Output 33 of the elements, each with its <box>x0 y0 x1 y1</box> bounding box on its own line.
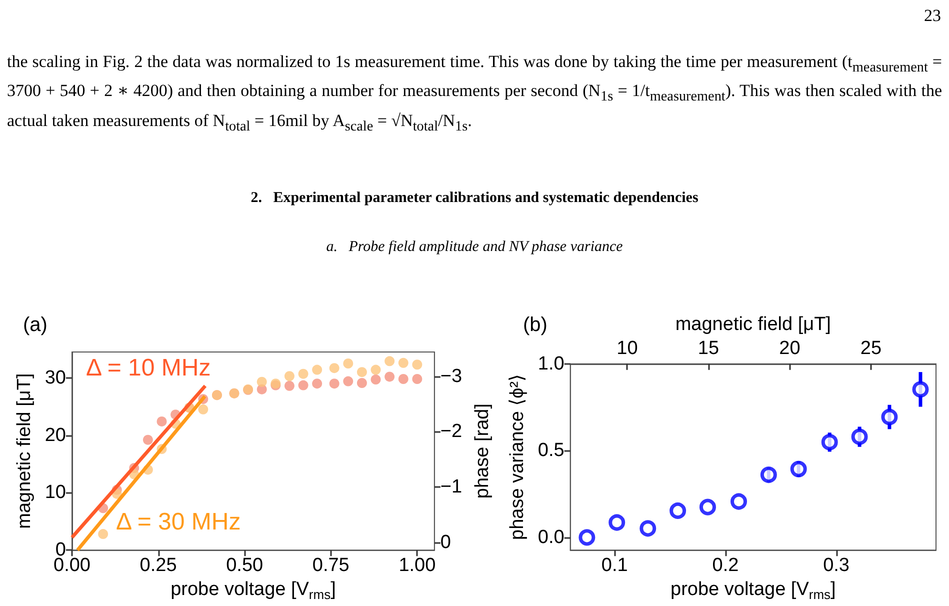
series-label: Δ = 30 MHz <box>116 508 241 536</box>
y2-tick-label: −3 <box>440 366 462 387</box>
x-tick-label: 0.25 <box>140 555 177 576</box>
text: a. Probe field amplitude and NV phase variance <box>325 239 624 256</box>
x2-tick-label: 25 <box>860 338 882 359</box>
text: the scaling in Fig. 2 the data was normalized to 1s measurement time. This was done by taking the time per measurement (t$_{measurement}$ = 3700 + 540 + 2 ∗ 4200) and then obtaining a number for measurements per second (N$_{1s}$ = 1/t$_{measurement}$). This was then scaled with the actual taken measurements of N$_{total}$ = 16mil by A$_{scale}$ = √N$_{total}$/N$_{1s}$. <box>7 52 942 134</box>
x-tick-label: 0.2 <box>712 555 739 576</box>
y2-tick-label: 0 <box>440 532 452 553</box>
x-tick-label: 0.3 <box>823 555 850 576</box>
chart-title: (b) <box>523 314 548 336</box>
chart-title: (a) <box>23 314 48 336</box>
x2-axis-title: magnetic field [μT] <box>675 314 831 335</box>
series-label: Δ = 10 MHz <box>86 354 211 382</box>
x2-tick-label: 20 <box>779 338 800 359</box>
y-tick-label: 0.0 <box>538 526 564 548</box>
y-tick-label: 30 <box>44 367 66 388</box>
x2-tick-label: 10 <box>616 338 638 359</box>
x-tick-label: 1.00 <box>398 555 436 576</box>
text: 2. Experimental parameter calibrations and systematic dependencies <box>250 190 700 207</box>
y-tick-label: 20 <box>44 424 66 446</box>
y-tick-label: 10 <box>44 482 66 504</box>
y-tick-label: 1.0 <box>538 353 564 374</box>
x-tick-label: 0.75 <box>312 555 350 576</box>
x2-tick-label: 15 <box>698 338 720 359</box>
text: 23 <box>924 6 941 26</box>
y-tick-label: 0.5 <box>538 440 564 462</box>
y2-tick-label: −2 <box>440 421 462 442</box>
x-tick-label: 0.50 <box>226 555 264 576</box>
y2-tick-label: −1 <box>440 476 462 498</box>
y-axis-title: phase variance ⟨ϕ²⟩ <box>507 374 528 540</box>
y2-axis-title: phase [rad] <box>472 404 493 499</box>
y-axis-title: magnetic field [μT] <box>14 373 35 529</box>
x-tick-label: 0.1 <box>601 555 628 576</box>
